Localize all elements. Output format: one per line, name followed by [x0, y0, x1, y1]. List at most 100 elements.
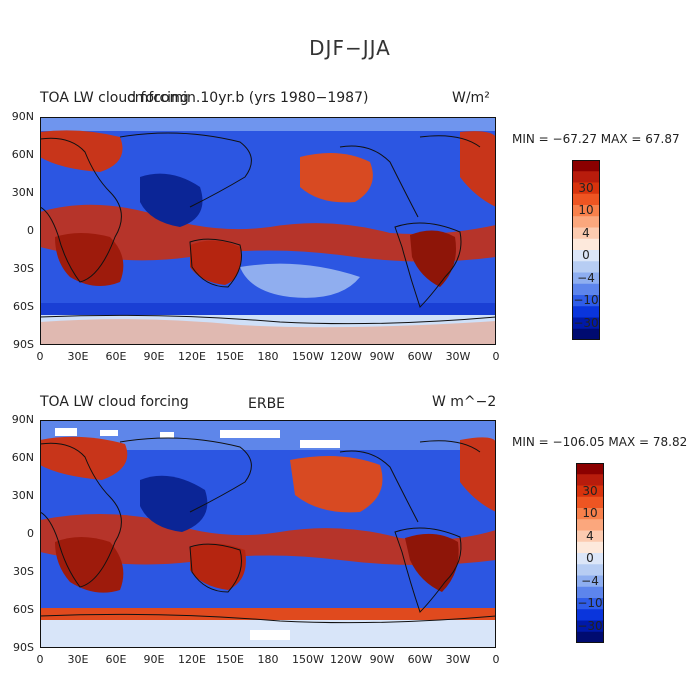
- lon-tick-label: 0: [492, 350, 500, 363]
- panel2-units-label: W m^−2: [432, 394, 497, 410]
- panel2-atlantic-warm: [460, 437, 496, 512]
- lat-tick-label: 90N: [11, 110, 34, 123]
- colorbar-swatch: [572, 250, 600, 262]
- colorbar-label: −30: [573, 315, 599, 330]
- colorbar-swatch: [576, 564, 604, 576]
- lon-tick-label: 150W: [292, 350, 324, 363]
- panel1-south-pacific-light: [240, 263, 360, 298]
- lon-tick-label: 60E: [105, 350, 127, 363]
- colorbar-label: 30: [582, 483, 598, 498]
- lat-tick-label: 90S: [13, 641, 34, 654]
- lon-tick-label: 150W: [292, 653, 324, 666]
- lat-tick-label: 90S: [13, 338, 34, 351]
- colorbar-swatch: [572, 261, 600, 273]
- lon-tick-label: 0: [492, 653, 500, 666]
- colorbar-label: 4: [586, 528, 594, 543]
- lat-tick-label: 60S: [13, 300, 34, 313]
- colorbar-swatch: [572, 272, 600, 285]
- panel1-north-pacific-warm: [300, 153, 373, 203]
- lon-tick-label: 60W: [407, 653, 433, 666]
- lat-tick-label: 30S: [13, 565, 34, 578]
- colorbar-swatch: [576, 496, 604, 509]
- panel2-center-label: ERBE: [248, 396, 286, 412]
- colorbar-frame: [572, 160, 600, 340]
- colorbar-label: −30: [577, 618, 603, 633]
- colorbar-swatch: [572, 160, 600, 172]
- colorbar-label: 10: [582, 506, 598, 520]
- colorbar-swatch: [576, 474, 604, 486]
- lon-tick-label: 30E: [67, 350, 89, 363]
- panel1-colorbar: [572, 160, 600, 340]
- lon-tick-label: 180: [257, 350, 279, 363]
- colorbar-swatch: [572, 193, 600, 206]
- colorbar-swatch: [576, 485, 604, 498]
- colorbar-swatch: [572, 295, 600, 307]
- lat-tick-label: 30N: [11, 489, 34, 502]
- lon-tick-label: 120E: [178, 350, 206, 363]
- panel1-map: [40, 117, 496, 345]
- colorbar-swatch: [576, 598, 604, 610]
- colorbar-swatch: [576, 541, 604, 554]
- panel1-warm-pool-cold: [140, 173, 203, 227]
- lon-tick-label: 30E: [67, 653, 89, 666]
- colorbar-swatch: [576, 463, 604, 475]
- colorbar-label: −4: [577, 270, 595, 285]
- panel1-australia-warm: [190, 240, 241, 285]
- figure-title: DJF−JJA: [309, 36, 391, 60]
- lat-tick-label: 90N: [11, 413, 34, 426]
- panel2-warm-pool-cold: [140, 475, 208, 532]
- colorbar-swatch: [572, 216, 600, 228]
- colorbar-swatch: [572, 328, 600, 340]
- panel1-min-max: MIN = −67.27 MAX = 67.87: [512, 132, 680, 146]
- lon-tick-label: 120E: [178, 653, 206, 666]
- panel2-map: [40, 420, 496, 648]
- colorbar-label: −10: [573, 293, 599, 307]
- colorbar-label: 0: [586, 551, 594, 565]
- lon-tick-label: 30W: [445, 350, 471, 363]
- colorbar-label: 4: [582, 225, 590, 240]
- panel1-coastlines: [40, 132, 496, 325]
- colorbar-swatch: [576, 575, 604, 588]
- colorbar-swatch: [576, 620, 604, 633]
- panel1-north-band: [40, 117, 496, 131]
- lon-tick-label: 180: [257, 653, 279, 666]
- panel2-europe-warm: [40, 436, 128, 480]
- lon-tick-label: 90E: [143, 653, 165, 666]
- panel2-australia-warm: [190, 543, 246, 590]
- lon-tick-label: 90W: [369, 653, 395, 666]
- panel2-colorbar: [576, 463, 604, 643]
- lon-tick-label: 120W: [330, 350, 362, 363]
- panel2-antarctic-edge-warm: [40, 608, 496, 620]
- panel2-tropical-band: [40, 514, 496, 565]
- panel1-antarctica-warm: [40, 319, 496, 345]
- colorbar-swatch: [572, 227, 600, 240]
- panel1-tropical-band: [40, 204, 496, 262]
- lon-tick-label: 150E: [216, 653, 244, 666]
- panel2-min-max: MIN = −106.05 MAX = 78.82: [512, 435, 688, 449]
- colorbar-swatch: [572, 182, 600, 195]
- lat-tick-label: 60N: [11, 451, 34, 464]
- panel1-center-label: cmfcomin.10yr.b (yrs 1980−1987): [127, 90, 369, 106]
- lat-tick-label: 30S: [13, 262, 34, 275]
- panel2-north-pacific-warm: [290, 456, 383, 513]
- lat-tick-label: 0: [27, 224, 34, 237]
- lon-tick-label: 60E: [105, 653, 127, 666]
- panel2-missing-patch: [160, 432, 174, 438]
- panel2-missing-patch: [300, 440, 340, 448]
- lon-tick-label: 0: [36, 350, 44, 363]
- panel1-atlantic-warm: [460, 131, 496, 207]
- colorbar-swatch: [576, 631, 604, 643]
- lat-tick-label: 60N: [11, 148, 34, 161]
- panel2-south-america-warm: [405, 533, 459, 592]
- colorbar-swatch: [576, 553, 604, 565]
- panel1-south-america-warm: [410, 230, 456, 287]
- colorbar-swatch: [572, 283, 600, 296]
- panel1-africa-warm: [55, 233, 124, 286]
- colorbar-swatch: [572, 205, 600, 217]
- colorbar-swatch: [572, 171, 600, 183]
- panel1-frame: [40, 117, 496, 345]
- colorbar-label: 10: [578, 203, 594, 217]
- lat-tick-label: 0: [27, 527, 34, 540]
- panel2-coastlines: [40, 437, 496, 624]
- lon-tick-label: 150E: [216, 350, 244, 363]
